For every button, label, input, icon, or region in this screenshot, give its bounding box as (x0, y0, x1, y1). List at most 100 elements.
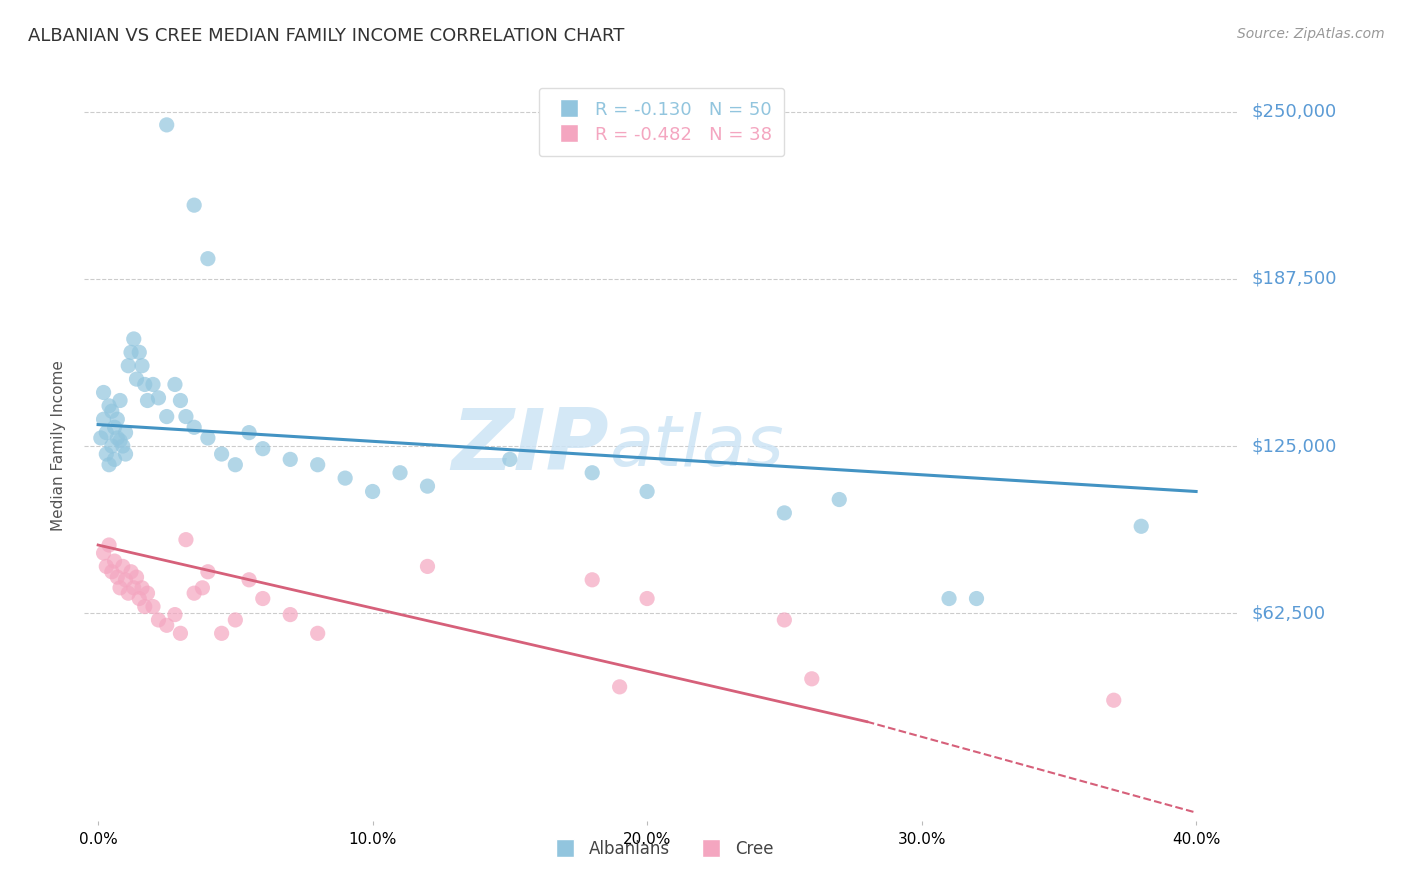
Point (636, 484, 658, 499)
Point (278, 607, 301, 622)
Point (174, 409, 197, 424)
Point (211, 626, 233, 640)
Point (238, 573, 260, 587)
Point (163, 377, 186, 392)
Point (142, 599, 165, 614)
Point (122, 581, 145, 595)
Y-axis label: Median Family Income: Median Family Income (51, 360, 66, 532)
Point (122, 332, 145, 346)
Point (1130, 519, 1153, 533)
Point (1102, 693, 1125, 707)
Point (197, 252, 219, 266)
Point (183, 420, 205, 434)
Point (191, 581, 214, 595)
Point (131, 581, 153, 595)
Point (105, 570, 128, 584)
Point (114, 447, 136, 461)
Point (103, 452, 125, 467)
Text: atlas: atlas (609, 411, 783, 481)
Point (938, 591, 960, 606)
Point (128, 591, 150, 606)
Point (238, 425, 260, 440)
Point (307, 458, 329, 472)
Point (98, 538, 121, 552)
Point (103, 554, 125, 568)
Point (174, 533, 197, 547)
Point (117, 586, 139, 600)
Point (98, 399, 121, 413)
Point (197, 565, 219, 579)
Point (416, 559, 439, 574)
Point (90, 431, 112, 445)
Point (197, 431, 219, 445)
Text: Source: ZipAtlas.com: Source: ZipAtlas.com (1237, 27, 1385, 41)
Point (101, 565, 124, 579)
Point (156, 409, 179, 424)
Point (773, 506, 796, 520)
Point (93, 385, 115, 400)
Point (114, 425, 136, 440)
Point (114, 573, 136, 587)
Point (169, 626, 191, 640)
Point (108, 581, 131, 595)
Point (307, 626, 329, 640)
Point (108, 393, 131, 408)
Point (224, 458, 246, 472)
Point (103, 420, 125, 434)
Point (136, 393, 159, 408)
Point (142, 377, 165, 392)
Point (131, 359, 153, 373)
Point (499, 452, 522, 467)
Point (333, 471, 356, 485)
Point (120, 345, 142, 359)
Point (125, 372, 148, 386)
Point (211, 447, 233, 461)
Point (581, 573, 603, 587)
Text: ALBANIAN VS CREE MEDIAN FAMILY INCOME CORRELATION CHART: ALBANIAN VS CREE MEDIAN FAMILY INCOME CO… (28, 27, 624, 45)
Point (93, 546, 115, 560)
Point (636, 591, 658, 606)
Point (828, 492, 851, 507)
Point (183, 198, 205, 212)
Point (111, 559, 134, 574)
Point (148, 613, 170, 627)
Point (800, 672, 823, 686)
Text: $62,500: $62,500 (1251, 604, 1326, 623)
Point (156, 618, 179, 632)
Point (183, 586, 205, 600)
Point (389, 466, 412, 480)
Text: ZIP: ZIP (451, 404, 609, 488)
Text: $125,000: $125,000 (1251, 437, 1337, 455)
Text: $250,000: $250,000 (1251, 103, 1337, 120)
Point (609, 680, 631, 694)
Point (98, 458, 121, 472)
Point (93, 412, 115, 426)
Point (105, 412, 128, 426)
Point (96, 425, 118, 440)
Point (96, 559, 118, 574)
Point (224, 613, 246, 627)
Point (96, 447, 118, 461)
Point (128, 345, 150, 359)
Point (134, 599, 156, 614)
Point (111, 439, 134, 453)
Point (581, 466, 603, 480)
Point (163, 607, 186, 622)
Point (252, 591, 274, 606)
Point (120, 565, 142, 579)
Point (101, 439, 124, 453)
Point (966, 591, 988, 606)
Point (252, 442, 274, 456)
Point (773, 613, 796, 627)
Point (117, 359, 139, 373)
Point (416, 479, 439, 493)
Point (125, 570, 148, 584)
Point (278, 452, 301, 467)
Point (156, 118, 179, 132)
Point (148, 391, 170, 405)
Point (134, 377, 156, 392)
Point (136, 586, 159, 600)
Legend: Albanians, Cree: Albanians, Cree (541, 833, 780, 864)
Point (361, 484, 384, 499)
Point (101, 404, 124, 418)
